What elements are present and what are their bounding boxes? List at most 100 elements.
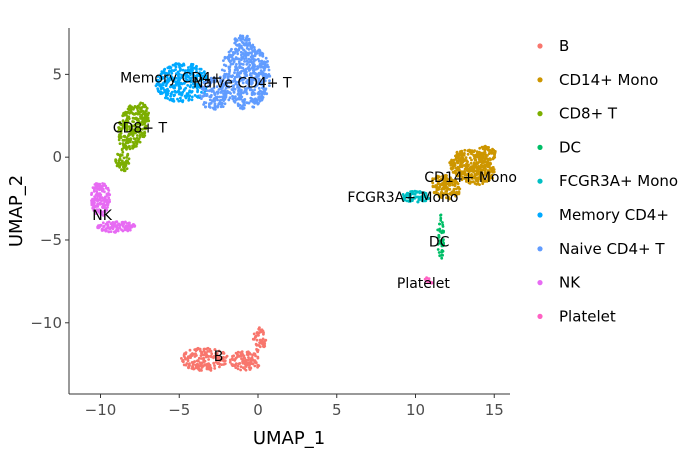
data-point — [221, 89, 225, 93]
data-point — [190, 95, 194, 99]
data-point — [144, 109, 148, 113]
cluster-label: DC — [429, 235, 450, 251]
data-point — [239, 365, 243, 368]
data-point — [402, 196, 406, 200]
data-point — [242, 91, 245, 95]
data-point — [125, 123, 129, 127]
data-point — [195, 354, 198, 357]
data-point — [131, 120, 135, 123]
data-point — [203, 72, 207, 76]
data-point — [135, 136, 139, 140]
data-point — [128, 228, 132, 232]
data-point — [118, 226, 122, 229]
data-point — [268, 74, 272, 78]
data-point — [125, 114, 128, 117]
data-point — [120, 148, 124, 152]
data-point — [470, 158, 473, 162]
data-point — [472, 155, 476, 158]
data-point — [196, 362, 199, 366]
data-point — [431, 177, 435, 181]
data-point — [486, 163, 490, 166]
legend-swatch — [537, 178, 543, 184]
data-point — [426, 277, 429, 280]
data-point — [418, 198, 421, 201]
data-point — [133, 142, 136, 146]
data-point — [263, 339, 266, 342]
data-point — [166, 79, 170, 83]
data-point — [121, 127, 124, 130]
data-point — [237, 89, 241, 93]
data-point — [429, 281, 433, 285]
data-point — [257, 92, 261, 96]
data-point — [104, 186, 108, 190]
data-point — [219, 78, 223, 82]
data-point — [451, 183, 455, 187]
data-point — [105, 208, 109, 212]
data-point — [209, 349, 213, 353]
data-point — [213, 367, 217, 370]
data-point — [464, 164, 467, 168]
data-point — [466, 152, 470, 156]
data-point — [92, 190, 96, 193]
data-point — [122, 113, 126, 117]
data-point — [154, 84, 158, 88]
data-point — [247, 358, 250, 362]
data-point — [174, 76, 178, 80]
data-point — [199, 354, 203, 357]
data-point — [253, 92, 257, 96]
data-point — [117, 129, 120, 133]
data-point — [465, 168, 469, 172]
data-point — [144, 112, 147, 116]
data-point — [222, 84, 226, 87]
data-point — [120, 168, 123, 172]
data-point — [164, 96, 167, 100]
data-point — [186, 359, 190, 363]
data-point — [124, 110, 127, 114]
data-point — [195, 70, 198, 73]
data-point — [193, 348, 197, 351]
data-point — [240, 354, 244, 358]
data-point — [212, 356, 215, 360]
data-point — [441, 181, 445, 185]
data-point — [453, 191, 457, 195]
data-point — [251, 105, 255, 109]
data-point — [248, 88, 252, 92]
data-point — [122, 143, 125, 146]
data-point — [242, 69, 246, 73]
data-point — [476, 166, 480, 170]
data-point — [186, 356, 190, 360]
data-point — [174, 90, 178, 94]
data-point — [483, 166, 486, 170]
data-point — [440, 242, 443, 246]
data-point — [438, 195, 442, 199]
data-point — [98, 188, 101, 192]
data-point — [175, 82, 178, 86]
data-point — [135, 144, 138, 148]
data-point — [195, 64, 198, 68]
data-point — [215, 355, 219, 359]
data-point — [186, 84, 190, 87]
x-tick-label: 0 — [253, 401, 263, 419]
data-point — [474, 177, 478, 181]
data-point — [141, 123, 145, 126]
data-point — [431, 181, 435, 185]
data-point — [99, 212, 102, 216]
data-point — [205, 89, 209, 92]
data-point — [209, 106, 212, 109]
data-point — [250, 46, 254, 49]
data-point — [169, 94, 173, 98]
data-point — [258, 50, 262, 53]
data-point — [256, 51, 259, 55]
data-point — [440, 249, 444, 252]
data-point — [251, 362, 255, 366]
data-point — [459, 153, 463, 157]
data-point — [167, 69, 171, 73]
data-point — [246, 86, 249, 90]
data-point — [184, 86, 188, 90]
data-point — [118, 165, 121, 168]
data-point — [458, 174, 462, 177]
data-point — [482, 147, 486, 150]
data-point — [251, 98, 255, 102]
data-point — [121, 220, 125, 224]
